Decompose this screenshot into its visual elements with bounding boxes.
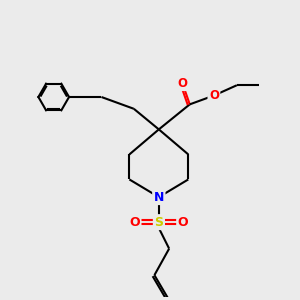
Text: O: O	[209, 89, 219, 102]
Text: O: O	[129, 216, 140, 229]
Text: S: S	[154, 216, 163, 229]
Text: N: N	[154, 190, 164, 204]
Text: O: O	[178, 216, 188, 229]
Text: O: O	[177, 77, 188, 90]
